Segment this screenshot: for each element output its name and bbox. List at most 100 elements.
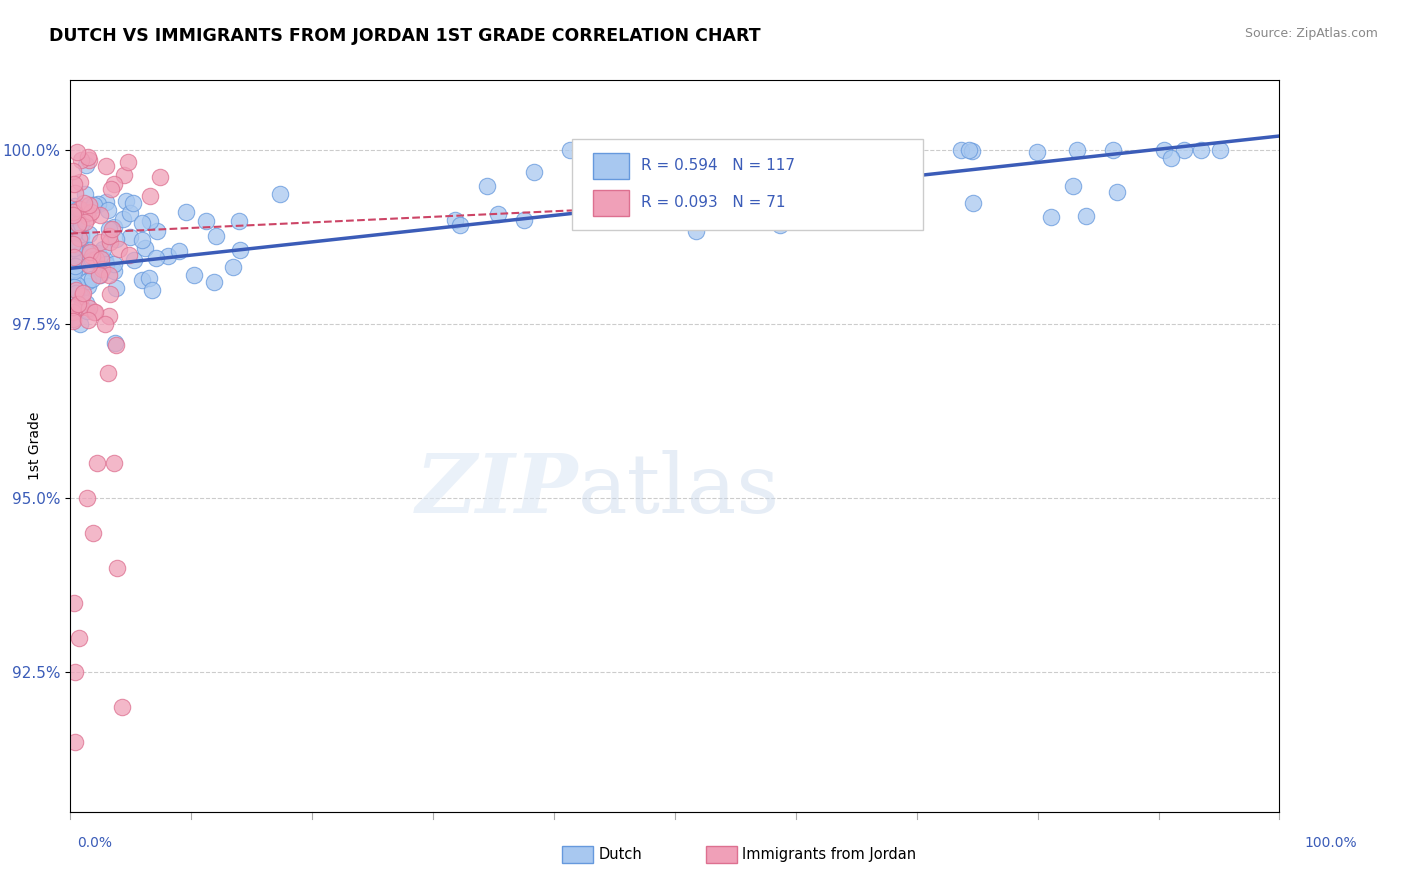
Point (139, 189, 162, 203)
Point (70, 217, 93, 231)
Point (63, 260, 86, 275)
Point (118, 248, 141, 262)
Text: Immigrants from Jordan: Immigrants from Jordan (742, 847, 917, 862)
Point (82, 260, 104, 275)
Point (103, 457, 125, 471)
Point (616, 175, 638, 189)
Point (77, 198, 100, 212)
Point (865, 211, 887, 226)
Point (90, 252, 112, 267)
Point (100, 182, 122, 196)
Point (86, 245, 108, 260)
Point (783, 151, 806, 165)
Point (83, 305, 105, 319)
Point (80, 271, 103, 285)
Point (79, 227, 101, 242)
Point (89, 208, 111, 222)
Point (73, 186, 96, 201)
Point (194, 214, 217, 228)
Point (80, 250, 103, 264)
Point (104, 232, 127, 246)
Point (138, 271, 160, 285)
Point (205, 228, 228, 243)
Point (86, 457, 108, 471)
Point (94, 253, 117, 268)
Point (63, 264, 86, 278)
Point (96, 195, 118, 210)
Point (118, 230, 141, 244)
Point (62, 300, 84, 314)
Point (76, 243, 98, 257)
Text: Source: ZipAtlas.com: Source: ZipAtlas.com (1244, 27, 1378, 40)
Point (70, 153, 93, 168)
Point (69, 175, 91, 189)
Point (97, 268, 120, 282)
Point (1025, 145, 1047, 160)
Point (66, 202, 89, 216)
Point (1039, 211, 1062, 225)
Point (75, 215, 97, 229)
Point (962, 196, 984, 211)
Point (1209, 143, 1232, 157)
Text: Dutch: Dutch (599, 847, 643, 862)
Point (80, 252, 103, 267)
Point (76, 313, 98, 327)
Point (63, 211, 86, 225)
Point (122, 195, 145, 210)
Point (87, 268, 110, 282)
Point (949, 143, 972, 157)
Point (73, 195, 96, 210)
Point (769, 219, 792, 233)
Point (852, 152, 875, 166)
Point (475, 178, 498, 193)
FancyBboxPatch shape (572, 139, 922, 230)
Point (697, 187, 720, 202)
Point (77, 245, 100, 260)
Point (62, 208, 84, 222)
Point (486, 207, 509, 221)
Point (523, 165, 546, 179)
Point (76, 274, 98, 288)
Point (63, 735, 86, 749)
Point (69, 239, 91, 253)
Point (105, 561, 128, 575)
Point (269, 186, 291, 201)
Point (77, 153, 100, 168)
Point (94, 160, 117, 174)
Point (118, 206, 141, 220)
Point (111, 700, 134, 714)
Point (97, 202, 120, 217)
Point (65, 199, 87, 213)
Point (63, 261, 86, 276)
Point (449, 218, 471, 232)
Point (103, 263, 125, 277)
Point (688, 209, 710, 223)
Point (77, 301, 100, 315)
Point (94, 317, 117, 331)
Point (702, 177, 724, 191)
Point (105, 281, 128, 295)
Point (115, 194, 138, 208)
Point (139, 213, 162, 227)
Point (183, 268, 205, 282)
Point (104, 336, 127, 351)
Point (70, 289, 93, 303)
Point (62, 237, 84, 252)
Point (67, 260, 90, 274)
Text: atlas: atlas (578, 450, 780, 530)
Point (97, 366, 120, 380)
Point (67, 217, 90, 231)
Point (76, 304, 98, 318)
Point (1105, 185, 1128, 199)
Point (63, 220, 86, 235)
Point (1173, 143, 1195, 157)
Point (145, 252, 167, 266)
Point (62, 312, 84, 326)
Point (76, 206, 98, 220)
Text: 1st Grade: 1st Grade (28, 412, 42, 480)
Text: R = 0.093   N = 71: R = 0.093 N = 71 (641, 195, 786, 210)
Point (100, 235, 122, 249)
Point (84, 252, 107, 266)
Point (156, 249, 179, 263)
Point (98, 309, 121, 323)
